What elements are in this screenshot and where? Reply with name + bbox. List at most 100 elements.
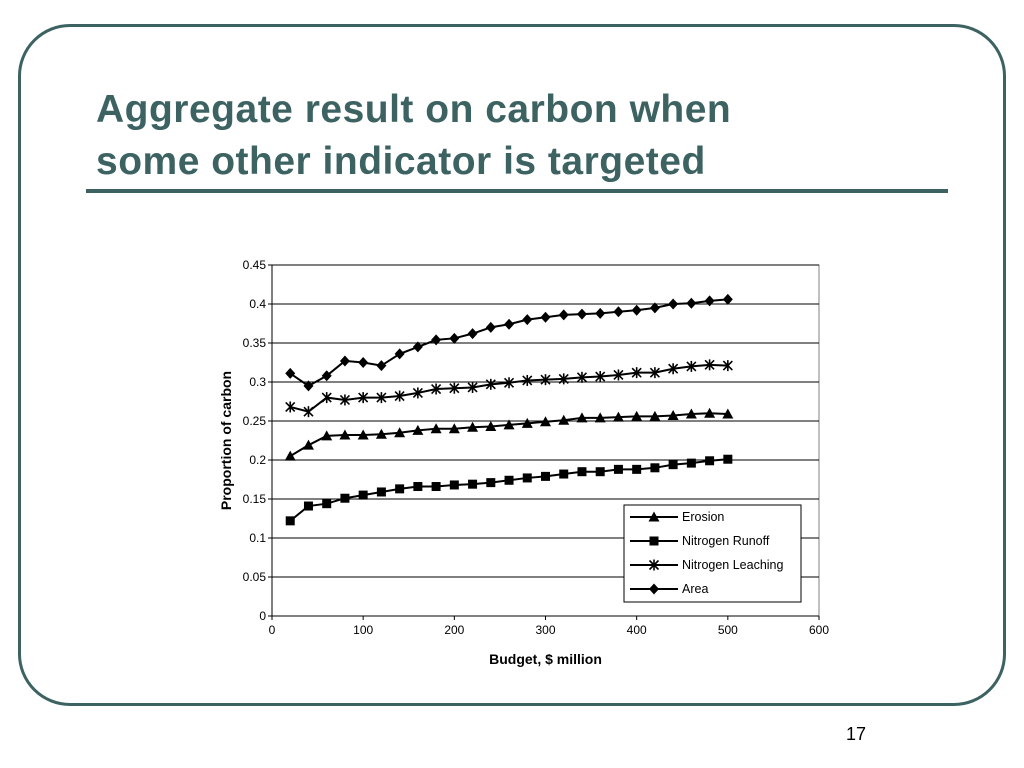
data-point-erosion xyxy=(412,424,424,435)
slide-title: Aggregate result on carbon when some oth… xyxy=(96,84,956,188)
data-point-erosion xyxy=(284,450,296,461)
data-point-area xyxy=(540,311,551,323)
data-point-nitrogen-runoff xyxy=(376,487,386,497)
data-point-erosion xyxy=(302,439,314,450)
y-axis-title: Proportion of carbon xyxy=(218,371,234,510)
data-point-erosion xyxy=(394,427,406,438)
data-point-nitrogen-runoff xyxy=(541,471,550,481)
data-point-nitrogen-runoff xyxy=(522,473,532,483)
y-tick-label: 0.15 xyxy=(243,492,267,506)
data-point-nitrogen-leaching xyxy=(303,406,314,418)
data-point-erosion xyxy=(503,419,515,430)
data-point-nitrogen-leaching xyxy=(412,387,423,399)
data-point-nitrogen-leaching xyxy=(376,392,387,404)
data-point-nitrogen-leaching xyxy=(503,377,515,389)
x-tick-label: 200 xyxy=(444,623,464,637)
y-tick-label: 0.35 xyxy=(243,336,267,350)
data-point-erosion xyxy=(631,410,643,421)
data-point-area xyxy=(668,298,679,310)
data-point-erosion xyxy=(375,428,387,439)
data-point-area xyxy=(376,360,387,372)
data-point-nitrogen-runoff xyxy=(413,482,423,492)
data-point-area xyxy=(686,297,697,309)
data-point-erosion xyxy=(485,420,497,431)
data-point-area xyxy=(649,302,660,314)
data-point-area xyxy=(449,332,460,344)
data-point-area xyxy=(595,307,606,319)
data-point-area xyxy=(412,341,423,353)
y-tick-label: 0.2 xyxy=(249,453,266,467)
slide-title-line-1: Aggregate result on carbon when xyxy=(96,88,732,131)
title-underline xyxy=(86,189,948,193)
data-point-nitrogen-leaching xyxy=(485,378,496,390)
data-point-nitrogen-runoff xyxy=(468,479,478,489)
data-point-nitrogen-leaching xyxy=(449,382,460,394)
data-point-nitrogen-leaching xyxy=(431,383,442,395)
data-point-erosion xyxy=(521,417,533,428)
data-point-nitrogen-runoff xyxy=(723,454,733,464)
page-number: 17 xyxy=(846,724,867,744)
y-tick-label: 0.1 xyxy=(249,531,266,545)
data-point-nitrogen-runoff xyxy=(340,493,350,503)
data-point-erosion xyxy=(649,410,661,421)
slide-frame xyxy=(18,24,1006,706)
data-point-nitrogen-leaching xyxy=(576,371,588,383)
legend-marker-nitrogen-runoff xyxy=(649,536,659,546)
data-point-nitrogen-runoff xyxy=(705,456,715,466)
data-point-nitrogen-leaching xyxy=(540,374,551,386)
data-point-nitrogen-runoff xyxy=(595,467,605,477)
y-tick-label: 0 xyxy=(259,609,266,623)
data-point-nitrogen-runoff xyxy=(613,464,623,474)
data-point-area xyxy=(504,318,515,330)
data-point-area xyxy=(613,306,624,318)
data-point-area xyxy=(485,321,496,333)
legend-label-area: Area xyxy=(682,582,708,596)
data-point-nitrogen-runoff xyxy=(358,490,368,500)
data-point-nitrogen-leaching xyxy=(558,373,569,385)
y-tick-label: 0.4 xyxy=(249,297,266,311)
y-tick-label: 0.45 xyxy=(243,258,267,272)
data-point-nitrogen-leaching xyxy=(704,359,715,371)
data-point-nitrogen-runoff xyxy=(486,478,496,488)
data-point-nitrogen-runoff xyxy=(504,475,514,485)
data-point-erosion xyxy=(430,423,442,434)
data-point-erosion xyxy=(558,414,570,425)
data-point-nitrogen-leaching xyxy=(631,367,642,379)
x-tick-label: 600 xyxy=(809,623,829,637)
data-point-nitrogen-runoff xyxy=(431,482,441,492)
data-point-area xyxy=(467,328,478,340)
data-point-nitrogen-leaching xyxy=(649,367,660,379)
data-point-nitrogen-runoff xyxy=(686,458,696,468)
data-point-nitrogen-runoff xyxy=(449,480,459,490)
data-point-nitrogen-runoff xyxy=(577,467,587,477)
data-point-erosion xyxy=(321,430,333,441)
data-point-nitrogen-leaching xyxy=(467,381,478,393)
data-point-nitrogen-runoff xyxy=(303,501,313,511)
data-point-nitrogen-leaching xyxy=(668,363,679,375)
y-tick-label: 0.05 xyxy=(243,570,267,584)
x-axis-title: Budget, $ million xyxy=(489,651,602,667)
y-tick-label: 0.3 xyxy=(249,375,266,389)
legend-label-nitrogen-leaching: Nitrogen Leaching xyxy=(682,558,784,572)
slide-title-line-2: some other indicator is targeted xyxy=(96,140,706,183)
data-point-erosion xyxy=(576,412,588,423)
y-tick-label: 0.25 xyxy=(243,414,267,428)
data-point-erosion xyxy=(685,408,697,419)
legend-label-nitrogen-runoff: Nitrogen Runoff xyxy=(682,534,770,548)
data-point-nitrogen-runoff xyxy=(650,463,660,473)
data-point-area xyxy=(431,334,442,346)
data-point-area xyxy=(321,370,332,382)
data-point-nitrogen-runoff xyxy=(285,516,295,526)
data-point-nitrogen-leaching xyxy=(358,392,369,404)
data-point-erosion xyxy=(339,429,351,440)
data-point-area xyxy=(722,293,733,305)
data-point-nitrogen-leaching xyxy=(339,394,350,406)
x-tick-label: 400 xyxy=(627,623,647,637)
data-point-nitrogen-runoff xyxy=(395,484,405,494)
data-point-nitrogen-runoff xyxy=(668,460,678,470)
data-point-area xyxy=(558,309,569,321)
data-point-area xyxy=(394,348,405,360)
legend-marker-area xyxy=(649,583,659,595)
data-point-nitrogen-leaching xyxy=(285,401,296,413)
